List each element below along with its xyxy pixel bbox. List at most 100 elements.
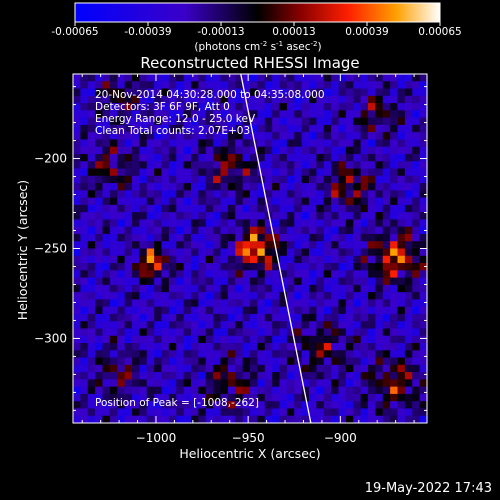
heatmap-cell [353, 139, 362, 148]
heatmap-cell [390, 117, 399, 126]
heatmap-cell [309, 306, 317, 315]
heatmap-cell [80, 263, 89, 271]
heatmap-cell [264, 401, 273, 410]
heatmap-cell [412, 139, 421, 148]
heatmap-cell [294, 110, 303, 119]
heatmap-cell [227, 103, 236, 111]
heatmap-cell [301, 74, 310, 82]
heatmap-cell [397, 241, 406, 250]
heatmap-cell [176, 350, 185, 359]
heatmap-cell [279, 146, 288, 155]
heatmap-cell [279, 110, 288, 119]
heatmap-cell [87, 226, 96, 235]
heatmap-cell [279, 153, 288, 162]
heatmap-cell [286, 124, 295, 133]
heatmap-cell [95, 299, 104, 308]
heatmap-cell [294, 153, 303, 162]
heatmap-cell [73, 350, 81, 359]
heatmap-cell [412, 132, 421, 141]
heatmap-cell [227, 335, 236, 344]
heatmap-cell [345, 393, 354, 402]
heatmap-cell [316, 277, 325, 286]
heatmap-cell [412, 335, 421, 344]
heatmap-cell [95, 124, 104, 133]
heatmap-cell [353, 372, 362, 380]
heatmap-cell [294, 284, 303, 293]
heatmap-cell [146, 335, 155, 344]
heatmap-cell [168, 175, 177, 184]
heatmap-cell [242, 233, 251, 242]
heatmap-cell [227, 204, 236, 213]
heatmap-cell [117, 343, 126, 351]
heatmap-cell [360, 364, 369, 373]
heatmap-cell [168, 132, 177, 141]
heatmap-cell [117, 372, 126, 380]
heatmap-cell [264, 357, 273, 366]
heatmap-cell [168, 248, 177, 257]
heatmap-cell [161, 364, 170, 373]
heatmap-cell [250, 103, 258, 111]
heatmap-cell [338, 248, 347, 257]
heatmap-cell [102, 292, 111, 300]
heatmap-cell [183, 81, 192, 90]
heatmap-cell [132, 270, 140, 279]
heatmap-cell [80, 226, 89, 235]
heatmap-cell [294, 379, 303, 388]
heatmap-cell [397, 212, 406, 221]
heatmap-cell [294, 132, 303, 141]
heatmap-cell [124, 103, 133, 111]
heatmap-cell [87, 74, 96, 82]
heatmap-cell [375, 299, 384, 308]
heatmap-cell [250, 153, 258, 162]
heatmap-cell [124, 183, 133, 191]
heatmap-cell [323, 284, 332, 293]
heatmap-cell [205, 233, 214, 242]
heatmap-cell [360, 139, 369, 148]
heatmap-cell [205, 132, 214, 141]
heatmap-cell [323, 74, 332, 82]
heatmap-cell [154, 219, 163, 228]
heatmap-cell [146, 241, 155, 250]
heatmap-cell [272, 379, 281, 388]
heatmap-cell [360, 132, 369, 141]
heatmap-cell [250, 393, 258, 402]
heatmap-cell [412, 103, 421, 111]
heatmap-cell [360, 219, 369, 228]
heatmap-cell [331, 393, 340, 402]
heatmap-cell [353, 219, 362, 228]
heatmap-cell [109, 81, 118, 90]
heatmap-cell [161, 255, 170, 264]
heatmap-cell [250, 81, 258, 90]
heatmap-cell [309, 335, 317, 344]
heatmap-cell [80, 95, 89, 104]
heatmap-cell [338, 263, 347, 271]
heatmap-cell [301, 379, 310, 388]
heatmap-cell [87, 183, 96, 191]
heatmap-cell [419, 190, 427, 199]
heatmap-cell [286, 219, 295, 228]
heatmap-cell [397, 408, 406, 417]
heatmap-cell [198, 284, 207, 293]
heatmap-cell [154, 372, 163, 380]
heatmap-cell [345, 146, 354, 155]
heatmap-cell [87, 248, 96, 257]
heatmap-cell [95, 219, 104, 228]
heatmap-cell [227, 219, 236, 228]
heatmap-cell [124, 197, 133, 206]
heatmap-cell [227, 386, 236, 395]
heatmap-cell [272, 139, 281, 148]
heatmap-cell [220, 277, 229, 286]
heatmap-cell [176, 139, 185, 148]
heatmap-cell [397, 321, 406, 330]
heatmap-cell [331, 415, 340, 423]
heatmap-cell [382, 313, 391, 322]
heatmap-cell [353, 212, 362, 221]
heatmap-cell [205, 124, 214, 133]
heatmap-cell [279, 364, 288, 373]
heatmap-cell [154, 74, 163, 82]
heatmap-cell [242, 88, 251, 97]
heatmap-cell [338, 401, 347, 410]
heatmap-cell [87, 364, 96, 373]
heatmap-cell [139, 183, 148, 191]
heatmap-cell [353, 175, 362, 184]
